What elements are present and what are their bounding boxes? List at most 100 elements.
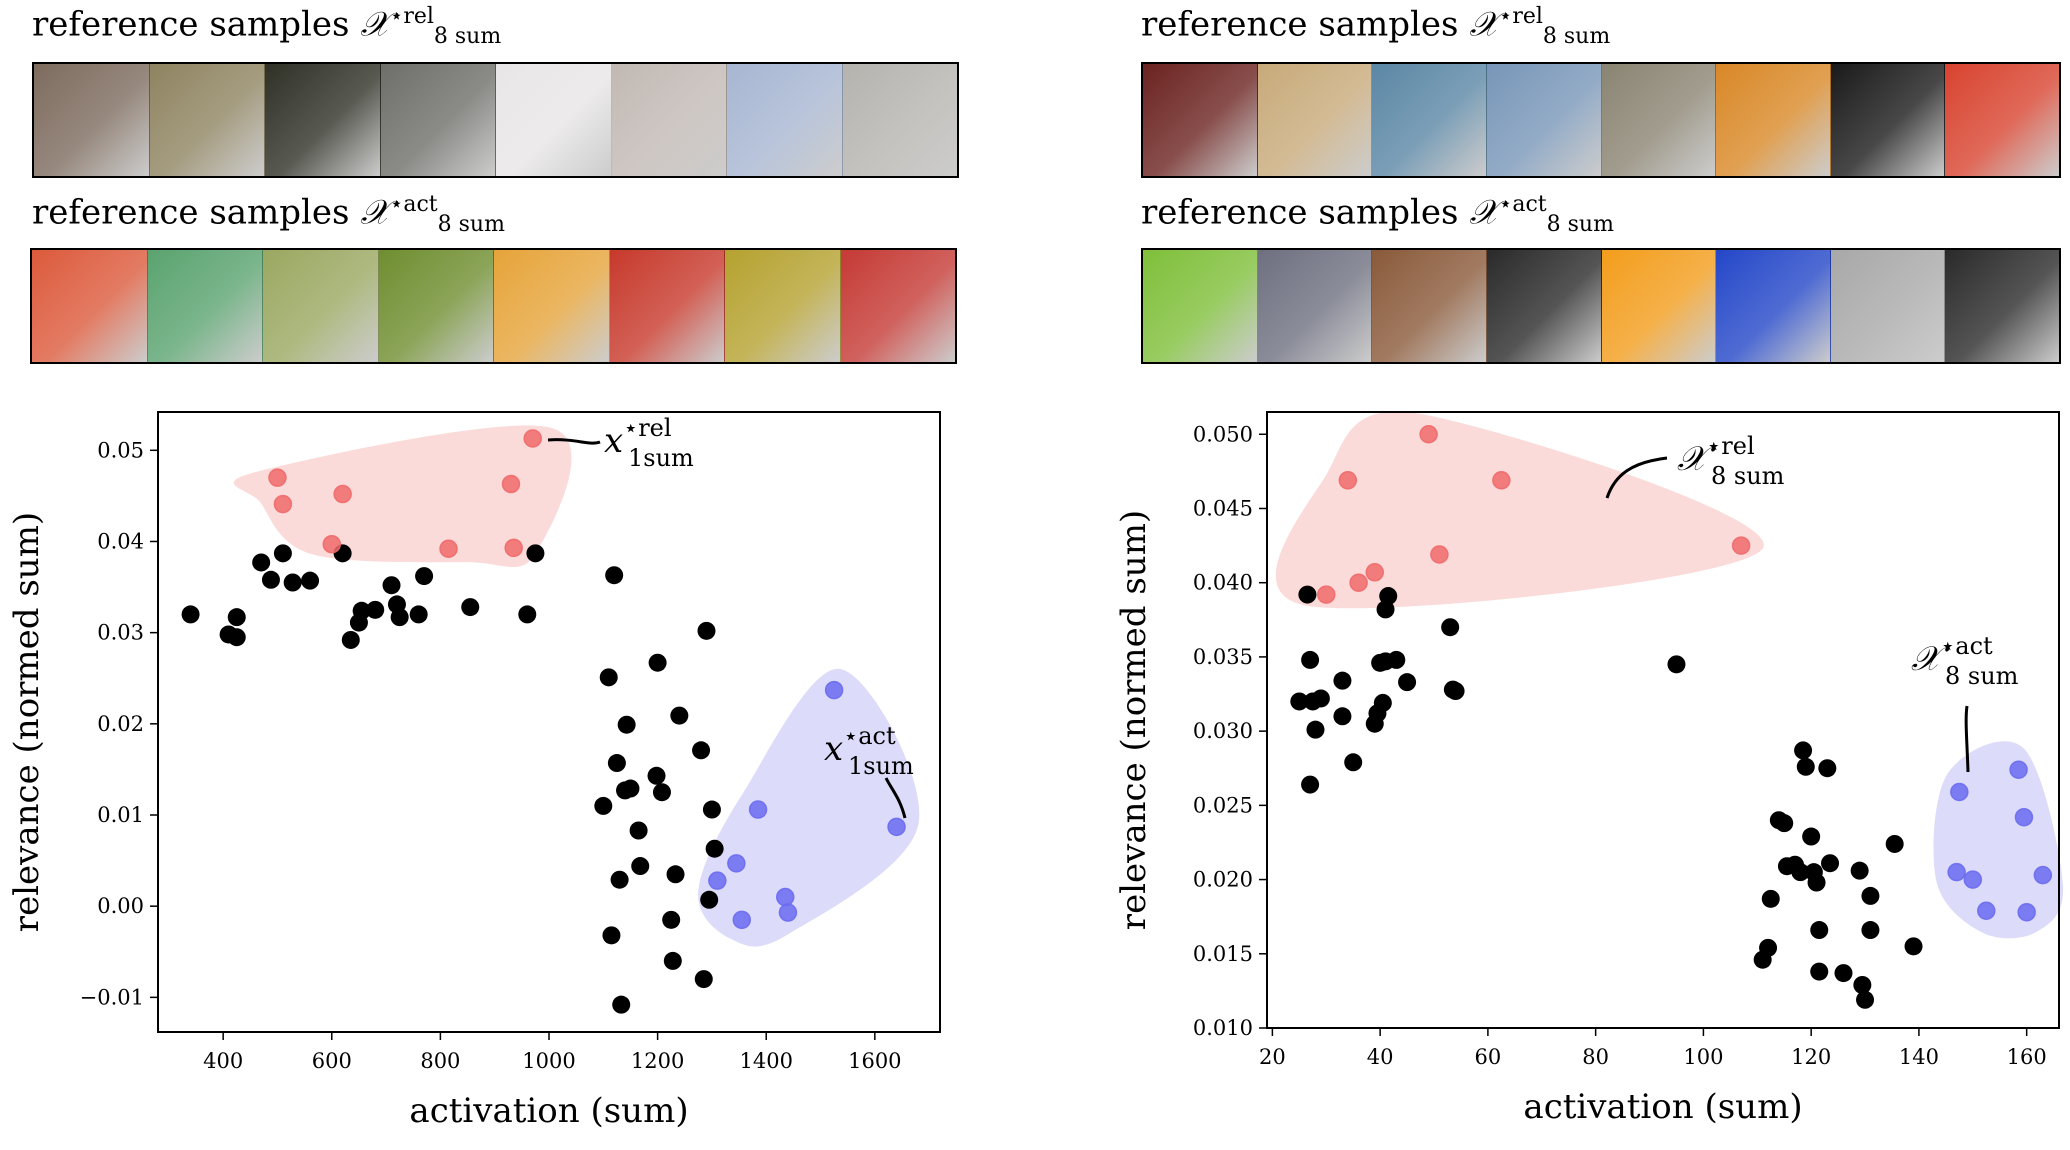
right-plot-y-tick-label: 0.030 [1193, 719, 1253, 743]
right-plot-rel-data-point [1419, 425, 1438, 444]
left-strip-rel-sub: 8 sum [433, 24, 502, 50]
left-plot-x-tick-label: 1200 [631, 1049, 684, 1073]
left-plot-default-data-point [617, 715, 636, 734]
left-plot-y-axis-label: relevance (normed sum) [7, 512, 47, 932]
right-rel-reference-strip [1141, 62, 2061, 178]
right-plot-x-tick-label: 80 [1582, 1045, 1609, 1069]
left-strip-rel-symbol: 𝒳 [360, 4, 390, 45]
left-plot-y-tick-label: 0.04 [97, 529, 144, 553]
right-plot-default-data-point [1379, 587, 1398, 606]
right-plot-default-data-point [1301, 650, 1320, 669]
right-strip-act-sup: ⋆act [1498, 192, 1547, 217]
right-scatter-plot: 20 40 60 80 100 120 140 160 0.010 0.015 0.020 0.025… [1114, 411, 2064, 1127]
right-plot-rel-data-point [1365, 563, 1385, 582]
left-plot-default-data-point [692, 741, 711, 760]
right-plot-x-tick-label: 40 [1367, 1045, 1394, 1069]
left-plot-x-tick-label: 400 [203, 1049, 243, 1073]
right-plot-default-data-point [1775, 814, 1794, 833]
right-rel-thumbnail-4 [1486, 64, 1602, 176]
left-plot-y-tick-label: 0.01 [97, 803, 144, 827]
right-plot-default-data-point [1856, 990, 1875, 1009]
right-strip-rel-label: reference samples 𝒳⋆rel8 sum [1141, 4, 1610, 49]
right-plot-y-tick-label: 0.015 [1193, 942, 1253, 966]
right-plot-x-tick-label: 20 [1259, 1045, 1286, 1069]
left-rel-reference-strip [32, 62, 959, 178]
left-plot-default-data-point [181, 605, 200, 624]
right-plot-rel-data-point [1338, 471, 1358, 490]
left-plot-act-data-point [887, 817, 906, 837]
left-plot-default-data-point [605, 566, 624, 585]
left-plot-default-data-point [648, 653, 667, 672]
right-plot-act-data-point [1963, 870, 1983, 889]
left-plot-default-data-point [700, 890, 719, 909]
right-plot-y-tick-label: 0.025 [1193, 793, 1253, 817]
right-plot-default-data-point [1376, 600, 1395, 619]
left-plot-default-data-point [409, 605, 428, 624]
right-rel-thumbnail-7 [1830, 64, 1946, 176]
left-strip-act-sup: ⋆act [389, 192, 438, 217]
left-plot-x-tick-label: 600 [312, 1049, 352, 1073]
right-plot-annotation-leader-1 [1605, 456, 1668, 499]
right-plot-default-data-point [1387, 650, 1406, 669]
left-strip-act-sub: 8 sum [437, 212, 505, 238]
left-plot-default-data-point [607, 754, 626, 773]
left-strip-act-label: reference samples 𝒳⋆act8 sum [32, 192, 505, 237]
left-plot-rel-data-point [268, 468, 287, 487]
left-figure-panel: reference samples 𝒳⋆rel8 sum reference s… [7, 4, 959, 1131]
left-plot-default-data-point [621, 779, 640, 798]
right-plot-y-tick-label: 0.040 [1193, 571, 1253, 595]
right-plot-default-data-point [1333, 671, 1352, 690]
right-plot-default-data-point [1761, 889, 1780, 908]
right-act-thumbnail-3 [1372, 250, 1487, 362]
left-plot-rel-data-point [322, 534, 342, 554]
right-plot-rel-data-point [1731, 536, 1751, 555]
left-plot-act-data-point [778, 903, 798, 922]
left-plot-default-data-point [612, 995, 631, 1014]
right-plot-rel-cluster-region [1275, 411, 1764, 609]
left-plot-y-tick-label: 0.00 [97, 894, 144, 918]
right-plot-default-data-point [1667, 655, 1686, 674]
right-plot-rel-data-point [1492, 471, 1511, 490]
right-plot-default-data-point [1834, 964, 1853, 983]
right-act-reference-strip [1141, 248, 2061, 364]
right-plot-annotation-2: 𝒳⋆act 8 sum [1911, 632, 2019, 690]
left-plot-default-data-point [702, 800, 721, 819]
left-plot-x-tick-label: 800 [420, 1049, 460, 1073]
left-strip-rel-label-text: reference samples [32, 4, 350, 45]
left-strip-rel-label: reference samples 𝒳⋆rel8 sum [32, 4, 501, 49]
right-plot-act-data-point [2017, 902, 2036, 922]
right-plot-y-tick-label: 0.035 [1193, 645, 1253, 669]
right-plot-act-data-point [2033, 865, 2053, 885]
right-strip-rel-sub: 8 sum [1542, 24, 1611, 50]
right-plot-default-data-point [1810, 921, 1829, 940]
left-plot-y-tick-label: 0.02 [97, 712, 144, 736]
right-act-thumbnail-6 [1716, 250, 1831, 362]
left-plot-annotation-1: x⋆rel 1sum [604, 414, 694, 472]
right-plot-x-axis-label: activation (sum) [1523, 1087, 1802, 1127]
right-rel-thumbnail-1 [1143, 64, 1258, 176]
right-plot-rel-data-point [1430, 545, 1449, 564]
right-plot-y-tick-label: 0.020 [1193, 868, 1253, 892]
left-act-thumbnail-1 [32, 250, 148, 362]
right-plot-default-data-point [1794, 741, 1813, 760]
right-plot-act-data-point [1947, 862, 1966, 882]
right-rel-thumbnail-5 [1601, 64, 1717, 176]
left-plot-default-data-point [631, 857, 650, 876]
right-plot-y-axis-label: relevance (normed sum) [1114, 510, 1154, 930]
left-act-thumbnail-7 [725, 250, 841, 362]
right-act-thumbnail-7 [1830, 250, 1946, 362]
left-plot-default-data-point [629, 821, 648, 840]
right-rel-thumbnail-3 [1372, 64, 1487, 176]
left-rel-thumbnail-8 [842, 64, 957, 176]
right-plot-x-tick-label: 60 [1475, 1045, 1502, 1069]
right-strip-rel-label-text: reference samples [1141, 4, 1459, 45]
left-plot-default-data-point [663, 951, 682, 970]
right-plot-default-data-point [1861, 886, 1880, 905]
right-plot-act-data-point [1977, 901, 1996, 920]
right-plot-default-data-point [1311, 689, 1330, 708]
right-plot-default-data-point [1904, 937, 1923, 956]
left-plot-default-data-point [283, 573, 302, 592]
right-plot-default-data-point [1441, 618, 1460, 637]
left-plot-default-data-point [602, 926, 621, 945]
left-plot-act-data-point [732, 910, 752, 930]
